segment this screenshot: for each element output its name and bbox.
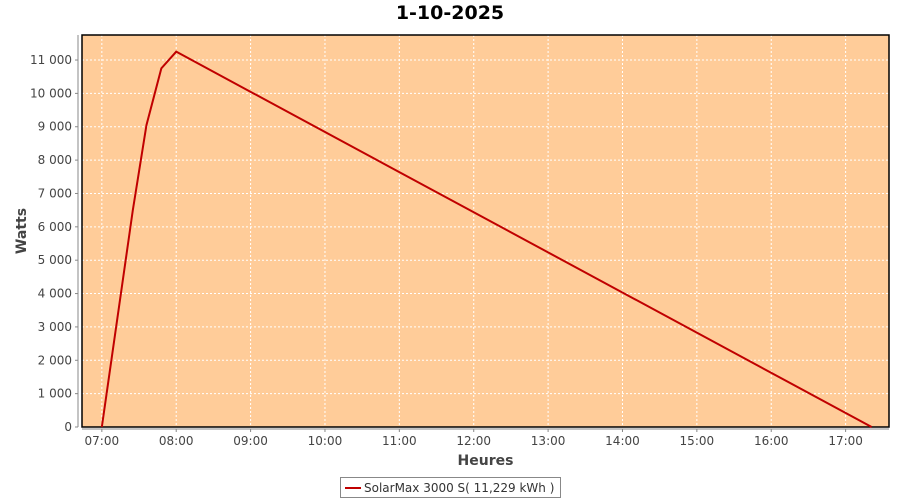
plot-border	[81, 34, 890, 428]
y-tick-label: 2 000	[38, 353, 72, 367]
y-tick-label: 11 000	[30, 53, 72, 67]
y-tick-label: 8 000	[38, 153, 72, 167]
chart-title: 1-10-2025	[395, 2, 505, 24]
y-tick-label: 3 000	[38, 320, 72, 334]
x-tick-label: 16:00	[754, 434, 789, 448]
y-tick-label: 10 000	[30, 86, 72, 100]
x-tick-label: 09:00	[233, 434, 268, 448]
x-axis-label: Heures	[458, 453, 514, 469]
x-tick-label: 07:00	[85, 434, 120, 448]
y-tick-label: 4 000	[38, 287, 72, 301]
x-tick-label: 17:00	[828, 434, 863, 448]
x-tick-label: 08:00	[159, 434, 194, 448]
legend: SolarMax 3000 S( 11,229 kWh )	[340, 477, 562, 498]
y-tick-label: 6 000	[38, 220, 72, 234]
y-tick-label: 5 000	[38, 253, 72, 267]
x-tick-label: 15:00	[680, 434, 715, 448]
y-axis-label: Watts	[14, 208, 30, 254]
x-tick-label: 12:00	[456, 434, 491, 448]
y-tick-label: 1 000	[38, 387, 72, 401]
x-tick-label: 10:00	[308, 434, 343, 448]
legend-label: SolarMax 3000 S( 11,229 kWh )	[364, 480, 555, 495]
y-tick-label: 7 000	[38, 186, 72, 200]
x-tick-label: 14:00	[605, 434, 640, 448]
legend-swatch	[345, 486, 361, 489]
y-tick-label: 9 000	[38, 120, 72, 134]
x-tick-label: 11:00	[382, 434, 417, 448]
series-line	[100, 50, 873, 428]
x-tick-label: 13:00	[531, 434, 566, 448]
y-tick-label: 0	[64, 420, 72, 434]
plot-background	[82, 35, 889, 427]
